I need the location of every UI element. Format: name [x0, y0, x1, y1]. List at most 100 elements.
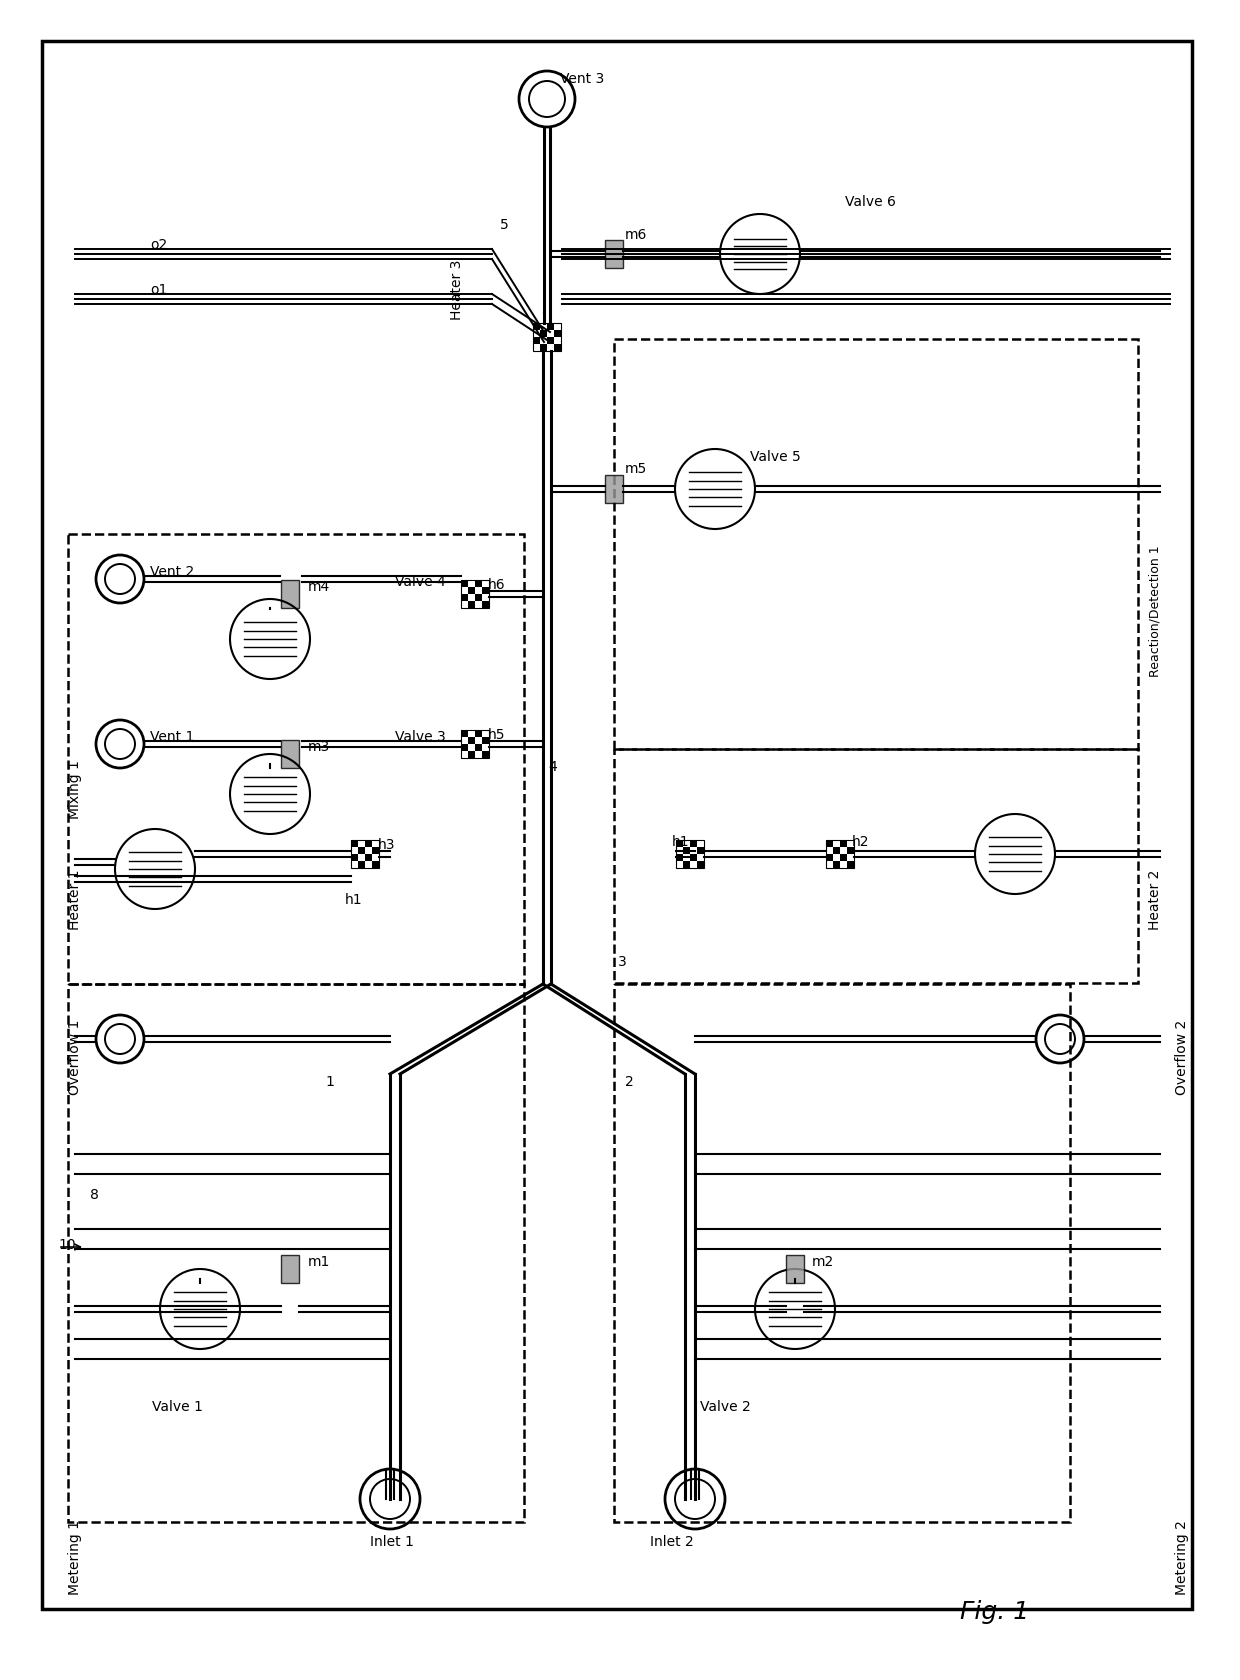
Bar	[475, 731, 482, 738]
Text: m4: m4	[308, 580, 330, 593]
Bar	[482, 588, 489, 595]
Text: Heater 3: Heater 3	[450, 260, 464, 321]
Text: m3: m3	[308, 739, 330, 754]
Bar	[839, 855, 847, 862]
Text: Fig. 1: Fig. 1	[960, 1599, 1029, 1623]
Text: Valve 4: Valve 4	[396, 575, 445, 588]
Text: 1: 1	[325, 1075, 334, 1089]
Bar	[539, 344, 547, 351]
Bar	[614, 749, 1138, 983]
Bar	[689, 840, 697, 847]
Bar	[467, 751, 475, 759]
Bar	[605, 240, 622, 269]
Text: 8: 8	[91, 1188, 99, 1201]
Text: m5: m5	[625, 462, 647, 475]
Bar	[475, 595, 482, 601]
Text: h6: h6	[489, 578, 506, 591]
Text: Vent 2: Vent 2	[150, 564, 195, 578]
Bar	[547, 338, 554, 344]
Bar	[839, 840, 847, 847]
Text: 4: 4	[548, 759, 557, 773]
Text: h1: h1	[672, 835, 689, 848]
Bar	[281, 1255, 299, 1284]
Text: Heater 2: Heater 2	[1148, 870, 1162, 929]
Text: m6: m6	[625, 228, 647, 242]
Text: Inlet 1: Inlet 1	[370, 1534, 414, 1547]
Text: Overflow 1: Overflow 1	[68, 1020, 82, 1095]
Bar	[365, 855, 372, 862]
Text: Valve 2: Valve 2	[701, 1399, 750, 1413]
Text: 5: 5	[500, 218, 508, 232]
Bar	[461, 731, 467, 738]
Bar	[461, 731, 489, 759]
Text: m1: m1	[308, 1255, 330, 1268]
Text: 3: 3	[618, 954, 626, 968]
Text: o1: o1	[150, 282, 167, 297]
Text: 2: 2	[625, 1075, 634, 1089]
Bar	[351, 840, 358, 847]
Text: Inlet 2: Inlet 2	[650, 1534, 693, 1547]
Bar	[372, 862, 379, 869]
Bar	[676, 840, 683, 847]
Text: Vent 3: Vent 3	[560, 72, 604, 86]
Text: m2: m2	[812, 1255, 835, 1268]
Text: h5: h5	[489, 727, 506, 741]
Text: Overflow 2: Overflow 2	[1176, 1020, 1189, 1095]
Bar	[786, 1255, 804, 1284]
Bar	[833, 847, 839, 855]
Bar	[826, 840, 854, 869]
Bar	[539, 331, 547, 338]
Text: Valve 3: Valve 3	[396, 729, 445, 744]
Bar	[533, 338, 539, 344]
Bar	[554, 331, 560, 338]
Bar	[358, 847, 365, 855]
Bar	[605, 475, 622, 504]
Text: Valve 1: Valve 1	[153, 1399, 203, 1413]
Text: Reaction/Detection 1: Reaction/Detection 1	[1148, 544, 1161, 677]
Bar	[847, 847, 854, 855]
Bar	[683, 847, 689, 855]
Bar	[461, 581, 467, 588]
Bar	[475, 744, 482, 751]
Bar	[475, 581, 482, 588]
Text: Metering 1: Metering 1	[68, 1519, 82, 1594]
Bar	[68, 984, 525, 1522]
Text: Valve 5: Valve 5	[750, 450, 801, 464]
Bar	[689, 855, 697, 862]
Bar	[351, 840, 379, 869]
Bar	[482, 601, 489, 608]
Text: h2: h2	[852, 835, 869, 848]
Text: o2: o2	[150, 239, 167, 252]
Bar	[482, 738, 489, 744]
Bar	[614, 339, 1138, 749]
Bar	[614, 984, 1070, 1522]
Text: Valve 6: Valve 6	[844, 195, 895, 208]
Bar	[467, 601, 475, 608]
Bar	[351, 855, 358, 862]
Bar	[676, 840, 704, 869]
Bar	[461, 744, 467, 751]
Text: Heater 1: Heater 1	[68, 870, 82, 931]
Text: Mixing 1: Mixing 1	[68, 759, 82, 818]
Bar	[554, 344, 560, 351]
Bar	[372, 847, 379, 855]
Bar	[547, 324, 554, 331]
Bar	[826, 840, 833, 847]
Bar	[826, 855, 833, 862]
Bar	[533, 324, 560, 351]
Bar	[683, 862, 689, 869]
Bar	[697, 862, 704, 869]
Bar	[833, 862, 839, 869]
Bar	[68, 534, 525, 984]
Bar	[281, 581, 299, 608]
Bar	[467, 588, 475, 595]
Text: 10: 10	[58, 1236, 76, 1252]
Bar	[697, 847, 704, 855]
Bar	[358, 862, 365, 869]
Bar	[533, 324, 539, 331]
Bar	[365, 840, 372, 847]
Bar	[461, 595, 467, 601]
Bar	[482, 751, 489, 759]
Bar	[461, 581, 489, 608]
Bar	[281, 741, 299, 768]
